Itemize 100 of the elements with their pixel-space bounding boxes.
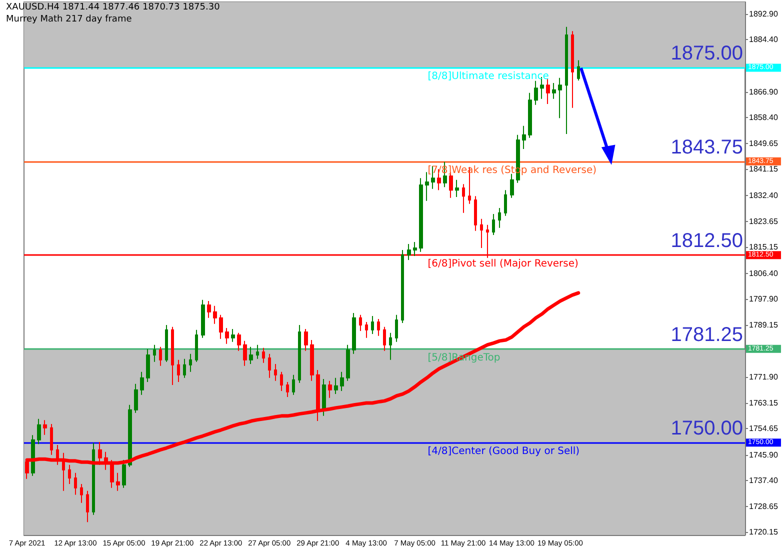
candlestick	[383, 326, 386, 352]
candlestick	[492, 214, 495, 236]
candlestick	[346, 344, 350, 382]
candlestick	[365, 322, 368, 338]
annotation: 1750.00	[670, 418, 743, 440]
candlestick	[86, 490, 89, 523]
candlestick	[268, 353, 271, 378]
candlestick	[498, 208, 501, 228]
candlestick	[462, 184, 465, 214]
ref-line-label: [4/8]Center (Good Buy or Sell)	[428, 446, 580, 458]
candlestick	[316, 370, 320, 422]
candlestick	[207, 300, 211, 318]
y-tick-label: 1728.65	[749, 502, 778, 512]
y-tick-label: 1841.15	[749, 164, 778, 174]
candlestick	[256, 344, 259, 360]
candlestick	[159, 346, 162, 366]
candlestick	[480, 218, 483, 248]
candlestick	[37, 418, 41, 445]
y-tick-label: 1832.40	[749, 190, 778, 200]
y-tick-label: 1754.65	[749, 424, 778, 434]
candlestick	[298, 324, 301, 384]
y-tick-label: 1806.40	[749, 268, 778, 278]
candlestick	[334, 377, 338, 395]
chart-title: XAUUSD.H4 1871.44 1877.46 1870.73 1875.30	[6, 2, 220, 12]
candlestick	[292, 374, 295, 396]
candlestick	[43, 420, 47, 436]
candlestick	[286, 382, 289, 398]
candlestick	[571, 30, 574, 108]
y-tick-label: 1823.65	[749, 217, 778, 226]
y-tick-label: 1892.90	[749, 10, 778, 18]
candlestick	[558, 77, 562, 119]
candlestick	[80, 484, 83, 504]
candlestick	[31, 434, 35, 476]
annotation: 1843.75	[670, 136, 743, 158]
candlestick	[274, 364, 277, 382]
y-tick-label: 1789.15	[749, 320, 778, 330]
candlestick	[522, 125, 526, 150]
candlestick	[425, 172, 429, 202]
candlestick	[401, 250, 404, 324]
candlestick	[534, 80, 538, 106]
candlestick	[134, 383, 138, 414]
candlestick	[219, 314, 223, 340]
candlestick	[280, 371, 283, 392]
annotation: 1875.00	[670, 42, 743, 65]
candlestick	[528, 92, 532, 138]
candlestick	[237, 332, 241, 352]
candlestick	[407, 244, 411, 260]
candlestick	[249, 346, 253, 365]
candlestick	[153, 344, 156, 362]
candlestick	[359, 314, 362, 332]
candlestick	[322, 378, 326, 416]
candlestick	[546, 78, 550, 104]
annotation: 1812.50	[670, 230, 743, 252]
y-tick-label: 1737.40	[749, 476, 778, 485]
candlestick	[146, 348, 150, 383]
candlestick	[328, 380, 332, 398]
candlestick	[195, 329, 198, 362]
candlestick	[231, 328, 235, 342]
candlestick	[122, 460, 126, 488]
candlestick	[189, 353, 192, 372]
candlestick	[577, 60, 580, 81]
candlestick	[177, 359, 180, 383]
candlestick	[565, 26, 568, 134]
y-tick-label: 1763.15	[749, 398, 778, 408]
y-tick-label: 1771.90	[749, 372, 778, 382]
candlestick	[552, 82, 556, 100]
candlestick	[140, 371, 144, 396]
y-tick-label: 1884.40	[749, 34, 778, 44]
candlestick	[262, 347, 265, 364]
candlestick	[474, 196, 477, 232]
candlestick	[413, 241, 417, 257]
candlestick	[183, 358, 186, 378]
candlestick	[116, 472, 120, 492]
candlestick	[171, 326, 174, 386]
candlestick	[74, 472, 77, 496]
candlestick	[128, 404, 132, 468]
candlestick	[371, 316, 374, 335]
candlestick	[377, 318, 380, 336]
candlestick	[304, 328, 308, 352]
candlestick	[455, 179, 459, 198]
candlestick	[165, 324, 168, 362]
candlestick	[310, 340, 314, 382]
y-tick-label: 1858.40	[749, 112, 778, 122]
y-tick-label: 1849.65	[749, 139, 778, 148]
candlestick	[68, 464, 71, 485]
candlestick	[213, 305, 217, 324]
candlestick	[243, 340, 247, 366]
candlestick	[389, 332, 392, 360]
ref-line-label: [6/8]Pivot sell (Major Reverse)	[428, 258, 579, 270]
text: Murrey Math 217 day frame	[6, 14, 132, 24]
y-tick-label: 1745.90	[749, 450, 778, 460]
candlestick	[419, 178, 423, 252]
candlestick	[201, 299, 205, 338]
candlestick	[395, 314, 398, 342]
annotation: 1781.25	[670, 324, 743, 346]
y-tick-label: 1797.90	[749, 294, 778, 304]
y-tick-label: 1866.90	[749, 87, 778, 96]
candlestick	[225, 328, 229, 344]
candlestick	[50, 424, 53, 456]
y-tick-label: 1720.15	[749, 528, 778, 537]
